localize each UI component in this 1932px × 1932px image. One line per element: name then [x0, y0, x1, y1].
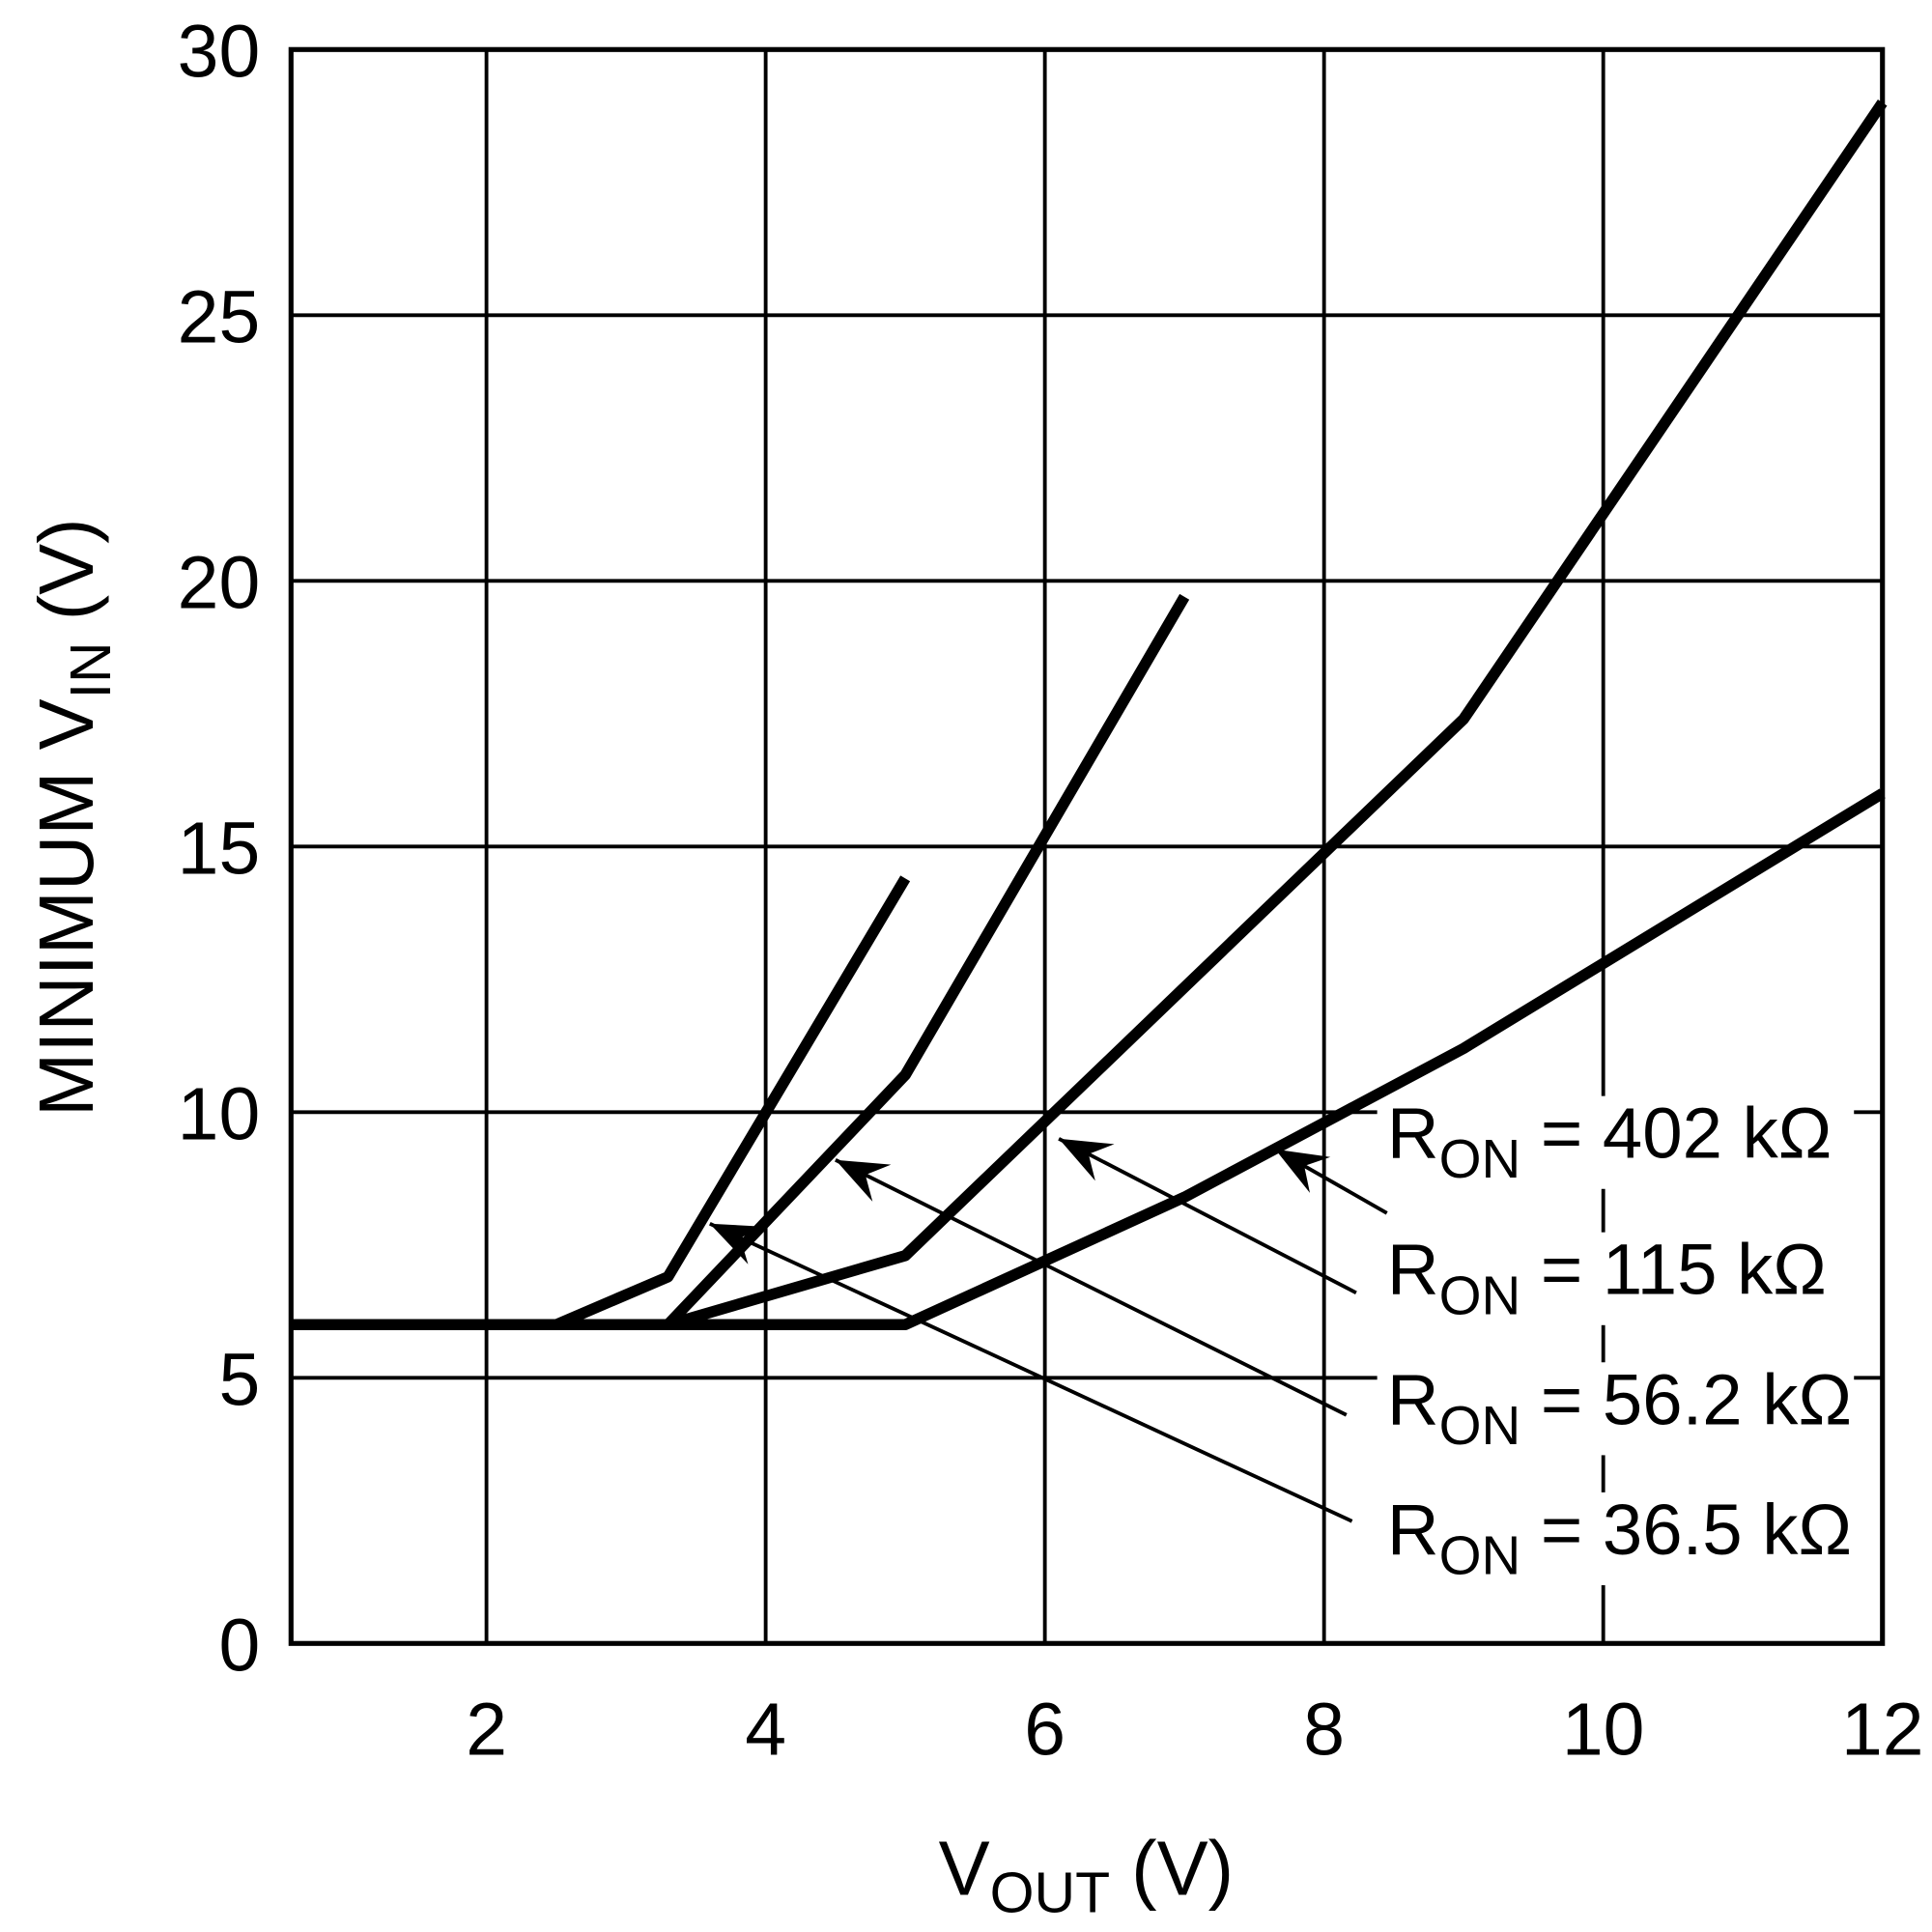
annotation-leader-line [835, 1158, 1348, 1417]
x-tick-label: 8 [1303, 1689, 1345, 1772]
tick-labels: 2 4 6 8 10 12 0 5 10 15 20 25 30 [178, 10, 1924, 1771]
y-tick-label: 25 [178, 275, 261, 358]
y-tick-label: 30 [178, 10, 261, 93]
annotation-labels: RON = 402 kΩ RON = 115 kΩ RON = 56.2 kΩ RON… [1377, 1094, 1855, 1586]
series-line-0 [554, 875, 911, 1330]
x-tick-label: 2 [466, 1689, 507, 1772]
series-line-2 [666, 99, 1888, 1330]
annotation-label: RON = 36.5 kΩ [1387, 1490, 1852, 1586]
annotation-label-background [1377, 1095, 1855, 1189]
arrowhead-icon [835, 1159, 892, 1202]
arrowhead-icon [1059, 1138, 1115, 1181]
y-tick-label: 5 [218, 1338, 260, 1421]
annotation-label: RON = 115 kΩ [1387, 1230, 1827, 1326]
y-tick-label: 15 [178, 807, 261, 890]
x-tick-label: 4 [745, 1689, 786, 1772]
annotation-leader-line [1058, 1137, 1357, 1294]
x-tick-label: 12 [1841, 1689, 1924, 1772]
grid [291, 49, 1883, 1644]
y-axis-label: MINIMUM VIN (V) [23, 518, 123, 1117]
series-line-3 [291, 788, 1886, 1331]
y-tick-label: 20 [178, 541, 261, 624]
plot-frame [288, 46, 1886, 1646]
annotation-label: RON = 56.2 kΩ [1387, 1359, 1852, 1456]
x-tick-label: 10 [1562, 1689, 1645, 1772]
x-tick-label: 6 [1024, 1689, 1065, 1772]
series-line-1 [664, 593, 1190, 1329]
annotation-label-background [1377, 1492, 1855, 1586]
x-axis-label: VOUT (V) [939, 1826, 1235, 1925]
annotation-label: RON = 402 kΩ [1387, 1094, 1832, 1190]
y-tick-label: 0 [218, 1604, 260, 1687]
annotation-leader-line [709, 1222, 1353, 1523]
series-lines [291, 99, 1888, 1331]
y-tick-label: 10 [178, 1072, 261, 1155]
arrowhead-icon [1275, 1149, 1331, 1193]
annotation-label-background [1377, 1362, 1855, 1456]
annotation-label-background [1377, 1232, 1855, 1325]
